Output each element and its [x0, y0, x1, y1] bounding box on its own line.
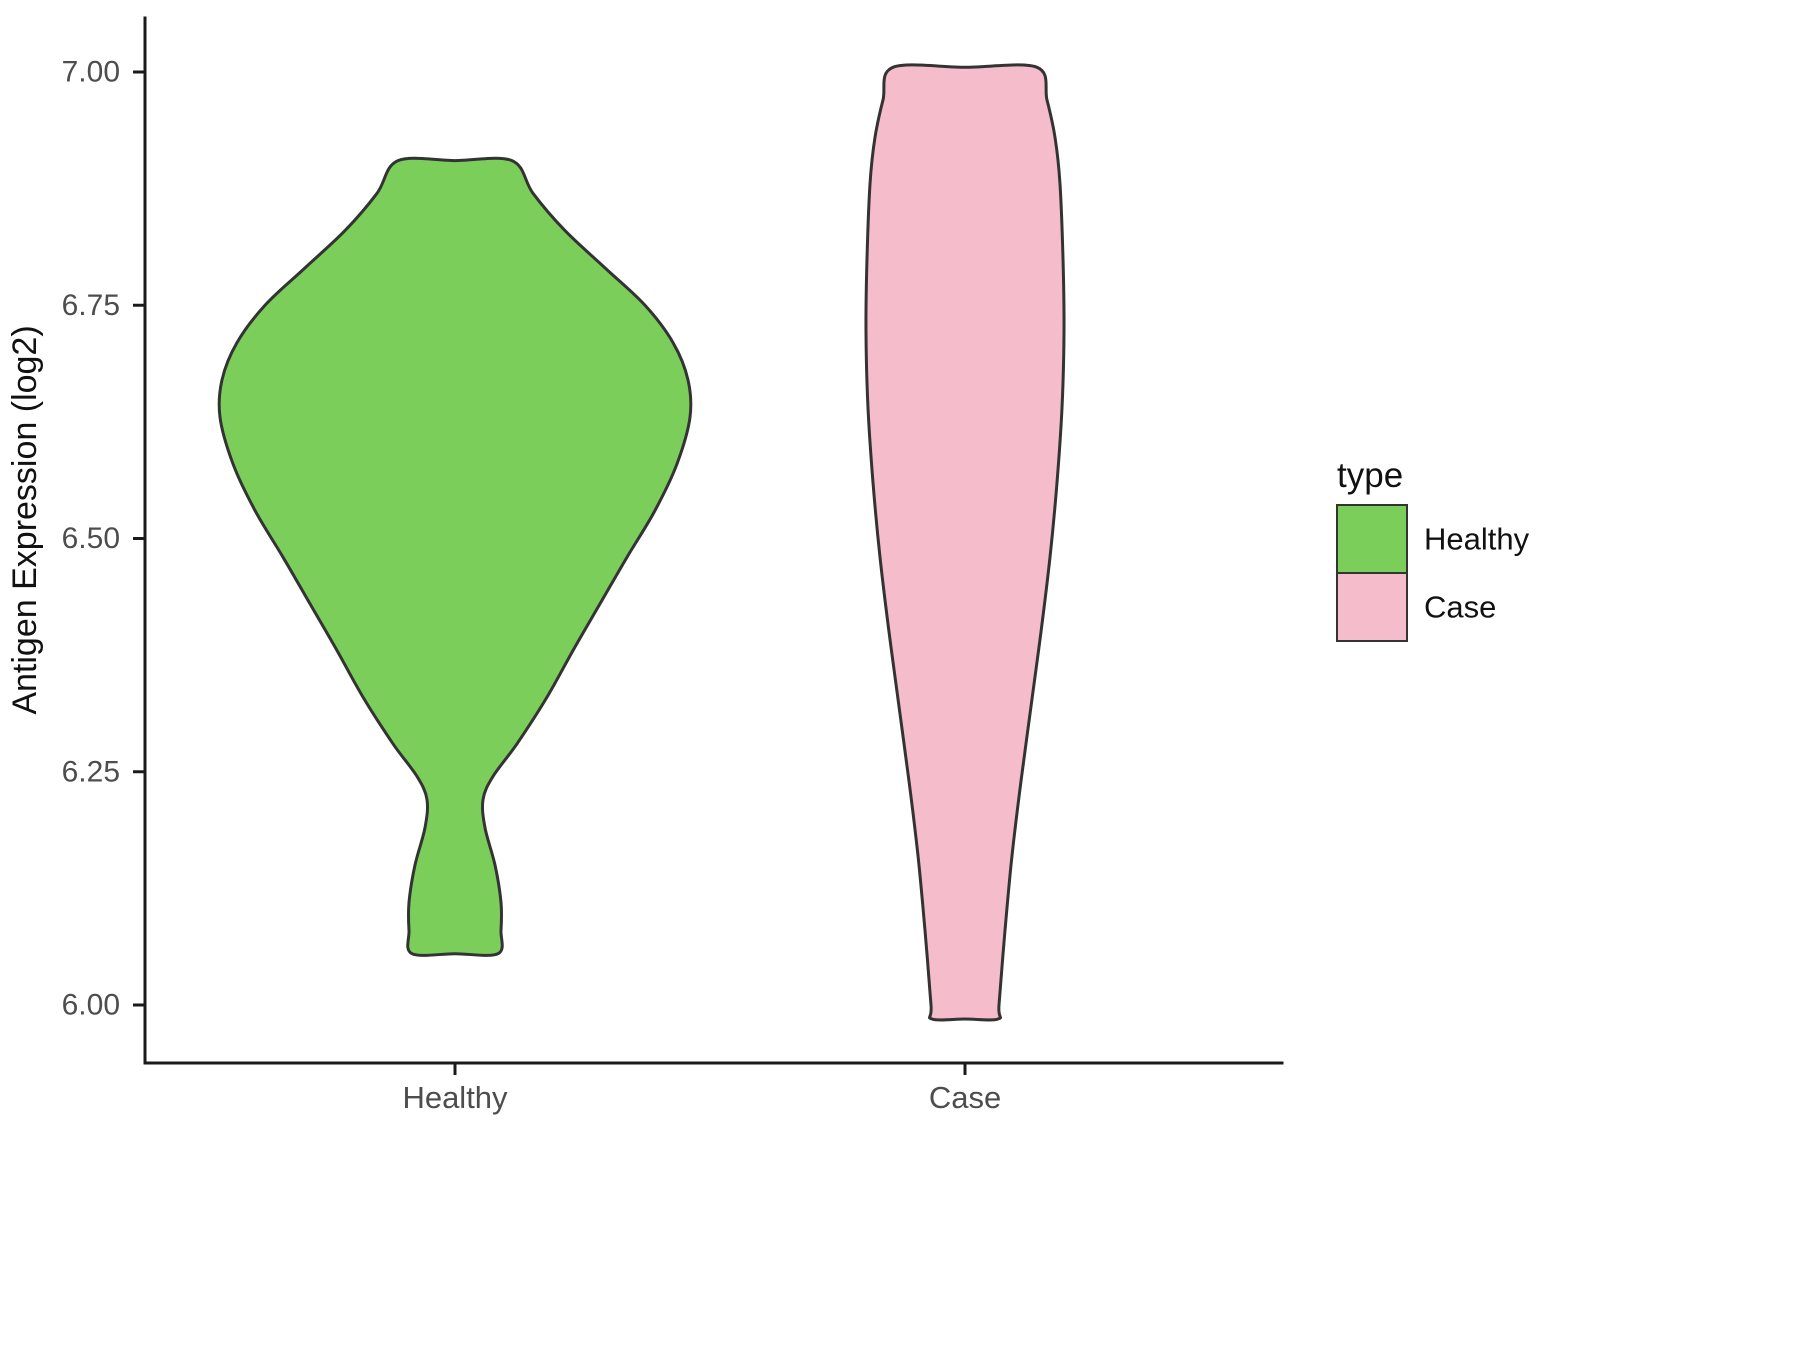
x-category-label-case: Case — [929, 1080, 1001, 1115]
legend: type Healthy Case — [1336, 456, 1530, 642]
y-tick-label: 6.00 — [62, 989, 120, 1022]
legend-label-healthy: Healthy — [1424, 522, 1530, 557]
legend-label-case: Case — [1424, 590, 1496, 625]
legend-entries-group: Healthy Case — [1336, 504, 1530, 642]
violins-group — [217, 63, 1066, 1022]
violin-case — [864, 63, 1066, 1022]
y-tick-label: 6.50 — [62, 522, 120, 555]
y-axis-title: Antigen Expression (log2) — [6, 325, 44, 714]
x-axis-ticks-group: Healthy Case — [402, 1063, 1001, 1115]
y-axis-ticks-group: 6.00 6.25 6.50 6.75 7.00 — [62, 56, 145, 1022]
legend-swatch-case — [1336, 572, 1408, 642]
y-tick-label: 6.75 — [62, 289, 120, 322]
violin-healthy — [217, 156, 693, 957]
x-category-label-healthy: Healthy — [402, 1080, 508, 1115]
legend-title: type — [1337, 456, 1403, 495]
y-tick-label: 7.00 — [62, 56, 120, 89]
legend-swatch-healthy — [1336, 504, 1408, 574]
y-tick-label: 6.25 — [62, 755, 120, 788]
